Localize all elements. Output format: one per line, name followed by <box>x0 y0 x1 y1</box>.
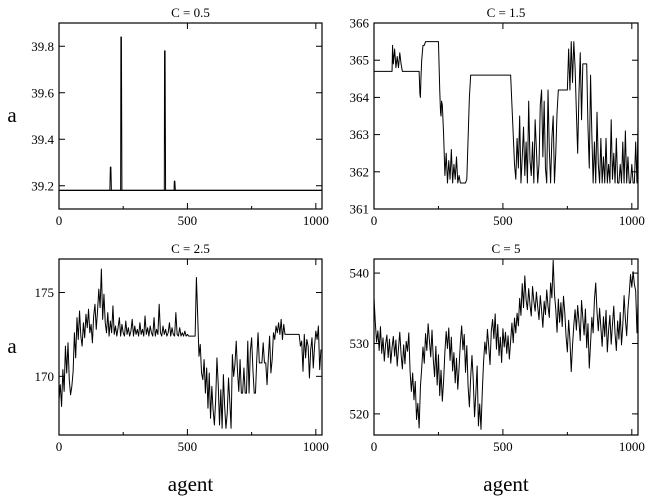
panel-title: C = 1.5 <box>487 5 526 20</box>
y-tick-label: 175 <box>35 285 55 300</box>
panel-c-5: C = 5 0 500 1000 520 530 540 agent <box>350 241 645 496</box>
y-tick-label: 362 <box>350 164 370 179</box>
y-tick-label: 363 <box>350 127 370 142</box>
y-axis-label: a <box>7 103 17 127</box>
panel-title: C = 2.5 <box>171 241 210 256</box>
y-tick-label: 365 <box>350 53 370 68</box>
y-tick-label: 170 <box>35 369 55 384</box>
x-tick-label: 500 <box>493 439 513 454</box>
x-tick-label: 1000 <box>303 439 329 454</box>
x-tick-label: 0 <box>56 439 63 454</box>
y-tick-label: 39.2 <box>31 178 54 193</box>
series-line <box>58 268 322 429</box>
x-tick-label: 500 <box>493 213 513 228</box>
x-tick-label: 500 <box>178 213 198 228</box>
series-line <box>59 36 322 191</box>
panel-title: C = 0.5 <box>171 5 210 20</box>
series-line <box>374 41 639 184</box>
x-tick-label: 1000 <box>619 213 645 228</box>
plot-frame <box>58 22 323 210</box>
panel-c-0-5: C = 0.5 0 500 1000 39.2 39.4 39.6 39.8 a <box>7 5 329 228</box>
y-tick-label: 39.8 <box>31 39 54 54</box>
y-tick-label: 530 <box>350 336 370 351</box>
y-axis-label: a <box>7 334 17 358</box>
x-tick-label: 0 <box>371 213 378 228</box>
y-tick-label: 364 <box>350 90 370 105</box>
panel-title: C = 5 <box>491 241 520 256</box>
x-tick-label: 500 <box>178 439 198 454</box>
panel-c-2-5: C = 2.5 0 500 1000 170 175 a agent <box>7 241 329 496</box>
y-tick-label: 366 <box>350 16 370 31</box>
x-tick-label: 1000 <box>619 439 645 454</box>
plot-frame <box>373 22 639 210</box>
series-line <box>373 259 639 430</box>
y-tick-label: 361 <box>350 202 370 217</box>
x-axis-label: agent <box>483 472 529 496</box>
plot-frame <box>373 258 639 436</box>
x-tick-label: 0 <box>371 439 378 454</box>
x-axis-label: agent <box>168 472 214 496</box>
y-tick-label: 39.6 <box>31 85 54 100</box>
y-tick-label: 520 <box>350 406 370 421</box>
x-tick-label: 1000 <box>303 213 329 228</box>
y-tick-label: 540 <box>350 266 370 281</box>
panel-c-1-5: C = 1.5 0 500 1000 361 362 363 364 365 366 <box>350 5 645 228</box>
plot-frame <box>58 258 323 436</box>
y-tick-label: 39.4 <box>31 132 54 147</box>
x-tick-label: 0 <box>56 213 63 228</box>
